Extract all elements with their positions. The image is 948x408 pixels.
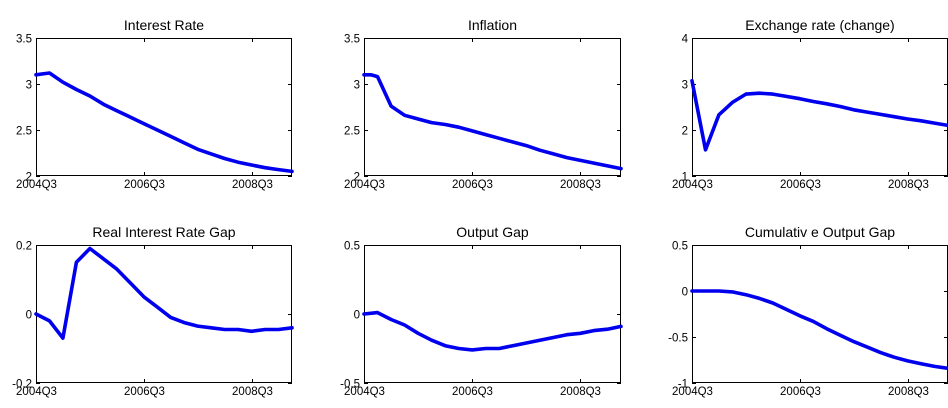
y-tick-label: 0 bbox=[26, 310, 32, 322]
y-tick-label: 0.5 bbox=[672, 241, 688, 253]
y-tick-label: 2 bbox=[354, 172, 360, 184]
subplot-title: Cumulativ e Output Gap bbox=[745, 224, 895, 240]
subplot-6: Cumulativ e Output Gap -1 -0.5 0 0.5 2004Q3 20… bbox=[668, 224, 948, 398]
x-tick-label: 2004Q3 bbox=[672, 179, 713, 191]
y-tick-label: 0.5 bbox=[344, 241, 360, 253]
axes-frame bbox=[364, 245, 621, 383]
subplot-5: Output Gap -0.5 0 0.5 2004Q3 2006Q3 2008Q3 bbox=[340, 224, 623, 398]
y-tick-label: 2 bbox=[26, 172, 32, 184]
x-tick-label: 2006Q3 bbox=[780, 179, 821, 191]
x-tick-label: 2006Q3 bbox=[124, 179, 165, 191]
x-tick-label: 2008Q3 bbox=[560, 179, 601, 191]
x-tick-label: 2006Q3 bbox=[452, 386, 493, 398]
x-tick-label: 2006Q3 bbox=[452, 179, 493, 191]
y-tick-label: 0 bbox=[354, 310, 360, 322]
y-tick-label: 3.5 bbox=[16, 34, 32, 46]
series-line bbox=[362, 73, 623, 171]
axes-frame bbox=[364, 38, 621, 176]
y-tick-label: -0.2 bbox=[12, 379, 32, 391]
series-line bbox=[34, 246, 294, 340]
x-tick-label: 2004Q3 bbox=[344, 386, 385, 398]
x-tick-label: 2008Q3 bbox=[560, 386, 601, 398]
y-tick-label: 1 bbox=[682, 172, 688, 184]
subplot-title: Real Interest Rate Gap bbox=[92, 224, 235, 240]
y-tick-label: 2.5 bbox=[16, 126, 32, 138]
axes-frame bbox=[36, 38, 292, 176]
series-line bbox=[362, 310, 623, 352]
subplot-title: Interest Rate bbox=[124, 17, 204, 33]
y-tick-label: 2 bbox=[682, 126, 688, 138]
y-tick-label: 2.5 bbox=[344, 126, 360, 138]
x-tick-label: 2004Q3 bbox=[344, 179, 385, 191]
x-tick-label: 2008Q3 bbox=[232, 386, 273, 398]
x-tick-label: 2008Q3 bbox=[232, 179, 273, 191]
y-tick-label: 3 bbox=[682, 80, 688, 92]
subplot-1: Interest Rate 2 2.5 3 3.5 2004Q3 2006Q3 2008Q3 bbox=[16, 17, 294, 191]
x-tick-label: 2006Q3 bbox=[780, 386, 821, 398]
y-tick-label: -0.5 bbox=[340, 379, 360, 391]
y-tick-label: 0 bbox=[682, 287, 688, 299]
series-line bbox=[690, 289, 948, 371]
subplot-2: Inflation 2 2.5 3 3.5 2004Q3 2006Q3 2008Q3 bbox=[344, 17, 623, 191]
x-tick-label: 2008Q3 bbox=[888, 386, 929, 398]
subplot-4: Real Interest Rate Gap -0.2 0 0.2 2004Q3 2006… bbox=[12, 224, 294, 398]
subplot-title: Exchange rate (change) bbox=[745, 17, 894, 33]
y-tick-label: 0.2 bbox=[16, 241, 32, 253]
y-tick-label: 3 bbox=[26, 80, 32, 92]
y-tick-label: -0.5 bbox=[668, 333, 688, 345]
subplot-title: Output Gap bbox=[456, 224, 529, 240]
y-tick-label: 4 bbox=[682, 34, 689, 46]
x-tick-label: 2004Q3 bbox=[16, 179, 57, 191]
subplot-3: Exchange rate (change) 1 2 3 4 2004Q3 2006Q3 20… bbox=[672, 17, 948, 191]
axes-frame bbox=[692, 38, 948, 176]
series-line bbox=[690, 79, 948, 152]
y-tick-label: 3.5 bbox=[344, 34, 360, 46]
x-tick-label: 2004Q3 bbox=[16, 386, 57, 398]
y-tick-label: -1 bbox=[678, 379, 688, 391]
x-tick-label: 2004Q3 bbox=[672, 386, 713, 398]
y-tick-label: 3 bbox=[354, 80, 360, 92]
x-tick-label: 2006Q3 bbox=[124, 386, 165, 398]
x-tick-label: 2008Q3 bbox=[888, 179, 929, 191]
series-line bbox=[34, 71, 294, 174]
subplot-title: Inflation bbox=[468, 17, 517, 33]
